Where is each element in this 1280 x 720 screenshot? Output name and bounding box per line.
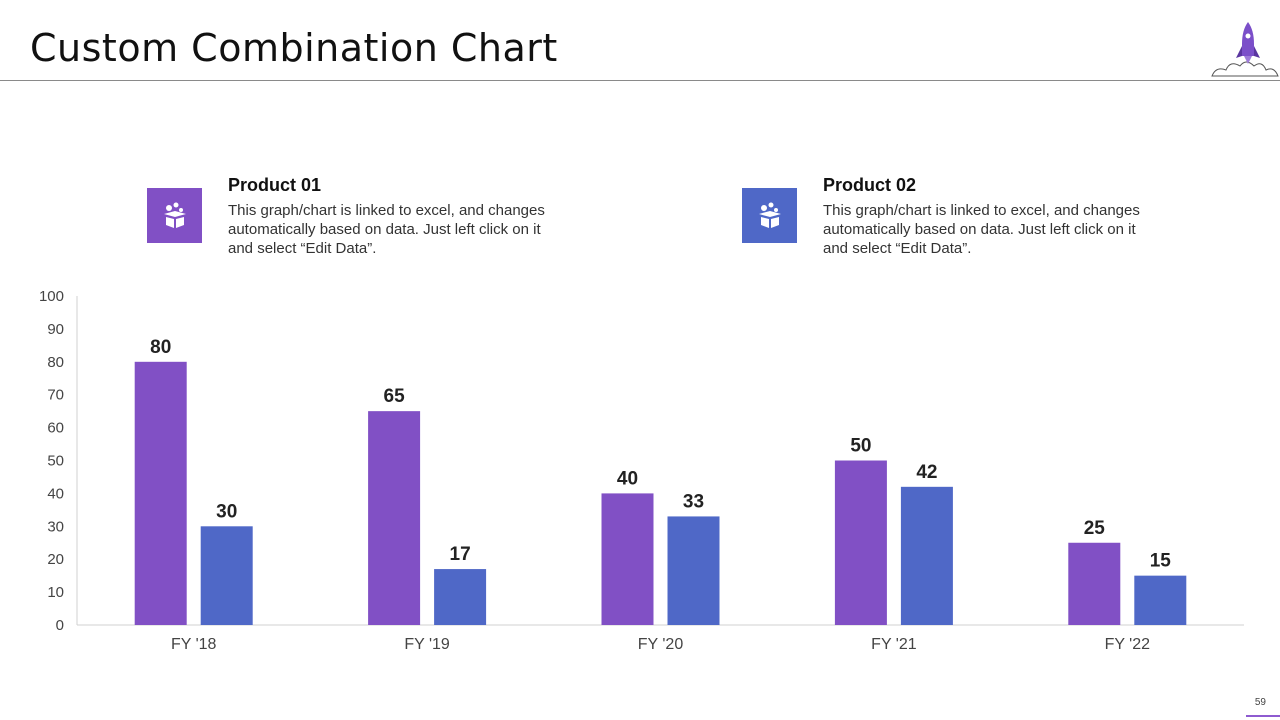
data-label: 15 (1150, 551, 1172, 572)
data-label: 40 (617, 468, 638, 489)
y-tick-label: 0 (56, 617, 64, 634)
legend-description: This graph/chart is linked to excel, and… (823, 202, 1140, 257)
page-number: 59 (1254, 697, 1266, 708)
y-tick-label: 90 (47, 321, 64, 338)
data-label: 80 (150, 337, 171, 358)
bar-product-02 (1134, 575, 1187, 625)
product-01-icon-tile (147, 188, 202, 243)
product-02-icon-tile (742, 188, 797, 243)
bar-product-01 (834, 460, 887, 625)
legend-description: This graph/chart is linked to excel, and… (228, 202, 545, 257)
y-tick-label: 20 (47, 551, 64, 568)
y-tick-label: 60 (47, 420, 64, 437)
data-label: 50 (850, 436, 871, 457)
data-label: 30 (216, 501, 237, 522)
y-tick-label: 100 (39, 288, 64, 305)
bar-product-02 (200, 526, 253, 625)
y-tick-label: 30 (47, 518, 64, 535)
data-label: 25 (1084, 518, 1106, 539)
x-tick-label: FY '19 (404, 636, 450, 653)
legend-title: Product 01 (228, 175, 322, 195)
data-label: 42 (916, 462, 937, 483)
x-tick-label: FY '18 (171, 636, 217, 653)
bar-product-02 (900, 486, 953, 625)
data-label: 33 (683, 491, 704, 512)
y-tick-label: 10 (47, 584, 64, 601)
gift-box-icon (758, 202, 781, 228)
gift-box-icon (163, 202, 186, 228)
y-tick-label: 80 (47, 354, 64, 371)
bar-product-01 (1068, 542, 1121, 625)
y-tick-label: 50 (47, 453, 64, 470)
data-label: 17 (450, 544, 471, 565)
x-tick-label: FY '20 (638, 636, 684, 653)
title-divider (0, 80, 1280, 81)
bar-product-01 (368, 411, 421, 625)
page-number-accent (1246, 715, 1280, 717)
bar-product-02 (667, 516, 720, 625)
slide-title: Custom Combination Chart (30, 26, 558, 70)
x-tick-label: FY '22 (1105, 636, 1151, 653)
y-tick-label: 70 (47, 387, 64, 404)
x-tick-label: FY '21 (871, 636, 917, 653)
y-tick-label: 40 (47, 485, 64, 502)
bar-product-01 (601, 493, 654, 625)
bar-product-01 (134, 361, 187, 625)
legend-title: Product 02 (823, 175, 917, 195)
data-label: 65 (384, 386, 406, 407)
bar-product-02 (434, 569, 487, 625)
rocket-logo-icon (1211, 22, 1279, 77)
